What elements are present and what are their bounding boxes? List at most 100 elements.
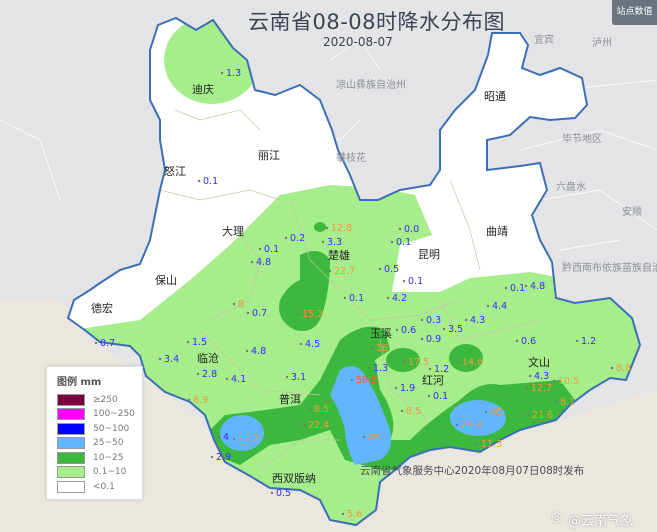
prefecture-label: 曲靖 xyxy=(486,225,508,238)
legend-label: 10~25 xyxy=(93,452,124,463)
legend-swatch xyxy=(57,408,85,420)
neighbor-label: 六盘水 xyxy=(556,180,586,193)
station-dot xyxy=(428,367,432,371)
station-dot xyxy=(220,71,224,75)
station-dot xyxy=(210,455,214,459)
station-value: 1.3 xyxy=(226,68,241,79)
station-dot xyxy=(197,179,201,183)
prefecture-label: 普洱 xyxy=(279,392,301,406)
station-value: 14.6 xyxy=(462,357,483,368)
station-dot xyxy=(343,296,347,300)
station-value: 8.5 xyxy=(314,404,329,415)
station-dot xyxy=(245,349,249,353)
prefecture-label: 玉溪 xyxy=(370,327,392,340)
station-value: 0.2 xyxy=(290,233,305,244)
station-dot xyxy=(400,409,404,413)
legend-label: 50~100 xyxy=(93,423,130,434)
station-value: 48 xyxy=(368,432,380,443)
station-dot xyxy=(528,374,532,378)
station-dot xyxy=(525,386,529,390)
province-border xyxy=(66,16,642,527)
station-value: 0.7 xyxy=(252,308,267,319)
station-value: 4.3 xyxy=(534,371,549,382)
station-value: 3.1 xyxy=(291,372,306,383)
station-dot xyxy=(554,400,558,404)
station-value: 0.1 xyxy=(396,237,411,248)
station-value: 0.1 xyxy=(510,283,525,294)
station-value: 22.7 xyxy=(334,266,355,277)
legend-item: <0.1 xyxy=(57,480,115,493)
neighbor-label: 安顺 xyxy=(622,205,642,218)
rain-area-heavy-southwest xyxy=(220,415,264,451)
legend-label: ≥250 xyxy=(93,394,118,405)
legend-title: 图例 mm xyxy=(57,377,102,388)
legend-label: 100~250 xyxy=(93,409,135,419)
weibo-icon: ◎ xyxy=(551,510,563,525)
station-dot xyxy=(350,378,354,382)
station-value: 0.7 xyxy=(100,338,115,349)
station-value: 4.8 xyxy=(530,281,545,292)
station-dot xyxy=(232,302,236,306)
station-value: 0.9 xyxy=(426,334,441,345)
legend: 图例 mm ≥250 100~250 50~100 25~50 10~25 0.1~10 <… xyxy=(46,366,143,500)
station-value: 4.1 xyxy=(231,374,246,385)
rain-area-moderate-wenshan xyxy=(449,344,483,372)
station-dot xyxy=(321,240,325,244)
publisher-note: 云南省气象服务中心2020年08月07日08时发布 xyxy=(360,465,585,477)
legend-item: 0.1~10 xyxy=(57,466,126,479)
station-value: 10.5 xyxy=(558,376,579,387)
station-dot xyxy=(402,360,406,364)
prefecture-label: 昆明 xyxy=(418,248,440,261)
station-dot xyxy=(524,284,528,288)
station-dot xyxy=(455,423,459,427)
legend-item: 50~100 xyxy=(57,422,129,435)
station-dot xyxy=(296,312,300,316)
station-values-button[interactable]: 站点数值 xyxy=(612,0,657,25)
station-value: 12.8 xyxy=(331,223,352,234)
station-dot xyxy=(299,342,303,346)
station-value: 0.6 xyxy=(521,336,536,347)
station-dot xyxy=(232,437,236,441)
map-date: 2020-08-07 xyxy=(323,35,393,49)
station-dot xyxy=(394,386,398,390)
station-dot xyxy=(187,398,191,402)
legend-item: 25~50 xyxy=(57,437,123,450)
station-value: 4.2 xyxy=(392,293,407,304)
legend-swatch xyxy=(57,437,85,449)
legend-swatch xyxy=(57,393,85,406)
station-value: 58.5 xyxy=(356,375,377,386)
station-value: 0.1 xyxy=(433,391,448,402)
station-dot xyxy=(186,340,190,344)
station-value: 0.1 xyxy=(408,276,423,287)
station-value: 23.4 xyxy=(461,420,482,431)
station-value: 8.8 xyxy=(616,363,631,374)
station-value: 4.4 xyxy=(492,301,507,312)
station-dot xyxy=(158,357,162,361)
station-value: 0.5 xyxy=(384,264,399,275)
beige-region xyxy=(0,300,657,532)
neighbor-label: 宜宾 xyxy=(534,33,554,46)
station-dot xyxy=(610,366,614,370)
station-value: 32.7 xyxy=(238,434,259,445)
station-dot xyxy=(362,435,366,439)
station-value: 3.5 xyxy=(448,324,463,335)
legend-swatch xyxy=(57,466,85,478)
station-dot xyxy=(552,379,556,383)
station-dot xyxy=(225,377,229,381)
station-dot xyxy=(325,226,329,230)
station-dot xyxy=(367,366,371,370)
station-dot xyxy=(526,413,530,417)
prefecture-label: 红河 xyxy=(422,374,444,387)
station-dot xyxy=(328,269,332,273)
station-value: 3.3 xyxy=(327,237,342,248)
station-dot xyxy=(395,328,399,332)
prefecture-label: 德宏 xyxy=(91,301,113,315)
station-value: 2.9 xyxy=(216,452,231,463)
station-value: 21.6 xyxy=(532,410,553,421)
station-value: 16 xyxy=(376,343,388,354)
station-value: 12.7 xyxy=(531,383,552,394)
rain-area-moderate-honghe xyxy=(386,348,420,372)
legend-swatch xyxy=(57,451,85,464)
station-value: 4.3 xyxy=(470,315,485,326)
